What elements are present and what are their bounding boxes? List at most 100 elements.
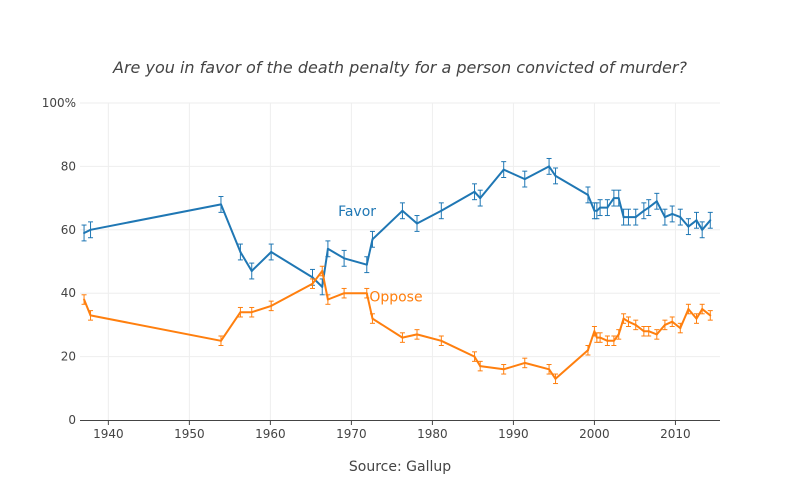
data-point <box>239 311 242 314</box>
data-point <box>219 339 222 342</box>
data-point <box>554 174 557 177</box>
data-point <box>343 257 346 260</box>
data-point <box>701 308 704 311</box>
data-point <box>548 165 551 168</box>
x-tick-label: 2000 <box>579 427 610 441</box>
data-point <box>593 330 596 333</box>
series-favor <box>81 157 713 296</box>
series-oppose <box>81 265 713 385</box>
chart-title: Are you in favor of the death penalty fo… <box>112 58 687 77</box>
data-point <box>663 323 666 326</box>
data-point <box>687 308 690 311</box>
data-point <box>473 355 476 358</box>
data-point <box>612 339 615 342</box>
data-point <box>502 368 505 371</box>
data-point <box>701 228 704 231</box>
data-point <box>655 333 658 336</box>
data-point <box>219 203 222 206</box>
data-point <box>440 209 443 212</box>
data-point <box>250 311 253 314</box>
data-point <box>595 209 598 212</box>
data-point <box>321 270 324 273</box>
data-point <box>416 222 419 225</box>
x-tick-label: 1970 <box>336 427 367 441</box>
data-point <box>270 250 273 253</box>
y-tick-label: 40 <box>61 286 76 300</box>
series-annotation-favor: Favor <box>338 204 376 220</box>
data-point <box>695 317 698 320</box>
data-point <box>586 349 589 352</box>
data-point <box>554 377 557 380</box>
data-point <box>663 216 666 219</box>
y-tick-label: 0 <box>68 413 76 427</box>
data-point <box>371 238 374 241</box>
annotations: Favor Oppose <box>338 204 422 306</box>
y-tick-label: 60 <box>61 223 76 237</box>
grid <box>80 102 720 420</box>
data-point <box>647 330 650 333</box>
data-point <box>642 330 645 333</box>
x-tick-label: 1940 <box>93 427 124 441</box>
data-point <box>89 314 92 317</box>
data-point <box>326 247 329 250</box>
data-point <box>642 209 645 212</box>
data-point <box>671 320 674 323</box>
y-tick-label: 100% <box>42 96 76 110</box>
x-axis-label: Source: Gallup <box>349 459 451 475</box>
data-point <box>655 200 658 203</box>
data-point <box>440 339 443 342</box>
data-point <box>606 339 609 342</box>
x-tick-label: 1950 <box>174 427 205 441</box>
data-point <box>365 292 368 295</box>
data-point <box>523 178 526 181</box>
data-point <box>479 197 482 200</box>
data-point <box>599 206 602 209</box>
data-point <box>671 212 674 215</box>
data-point <box>479 365 482 368</box>
x-tick-label: 1990 <box>498 427 529 441</box>
data-point <box>622 216 625 219</box>
data-point <box>687 225 690 228</box>
data-point <box>371 317 374 320</box>
data-point <box>502 168 505 171</box>
data-point <box>679 216 682 219</box>
data-point <box>548 368 551 371</box>
series-line-favor <box>83 165 712 288</box>
data-point <box>401 336 404 339</box>
data-point <box>250 270 253 273</box>
data-point <box>89 228 92 231</box>
data-point <box>695 219 698 222</box>
data-point <box>709 314 712 317</box>
y-tick-label: 80 <box>61 159 76 173</box>
data-point <box>321 285 324 288</box>
data-point <box>311 276 314 279</box>
x-tick-label: 2010 <box>660 427 691 441</box>
data-point <box>270 304 273 307</box>
data-point <box>599 336 602 339</box>
data-point <box>647 206 650 209</box>
data-point <box>523 361 526 364</box>
data-point <box>416 333 419 336</box>
data-point <box>634 323 637 326</box>
axes: 0 20 40 60 80 100% 1940 1950 1960 1970 1980 1990 200… <box>42 96 720 441</box>
data-point <box>627 216 630 219</box>
data-point <box>239 250 242 253</box>
data-point <box>365 263 368 266</box>
data-point <box>401 209 404 212</box>
data-point <box>709 219 712 222</box>
data-point <box>473 190 476 193</box>
data-point <box>679 327 682 330</box>
data-point <box>617 333 620 336</box>
y-tick-label: 20 <box>61 350 76 364</box>
x-tick-label: 1980 <box>417 427 448 441</box>
x-tick-label: 1960 <box>255 427 286 441</box>
data-point <box>606 206 609 209</box>
data-point <box>83 298 86 301</box>
data-point <box>595 336 598 339</box>
data-point <box>612 197 615 200</box>
data-point <box>83 231 86 234</box>
data-point <box>617 197 620 200</box>
data-point <box>634 216 637 219</box>
series-layer <box>81 157 713 385</box>
